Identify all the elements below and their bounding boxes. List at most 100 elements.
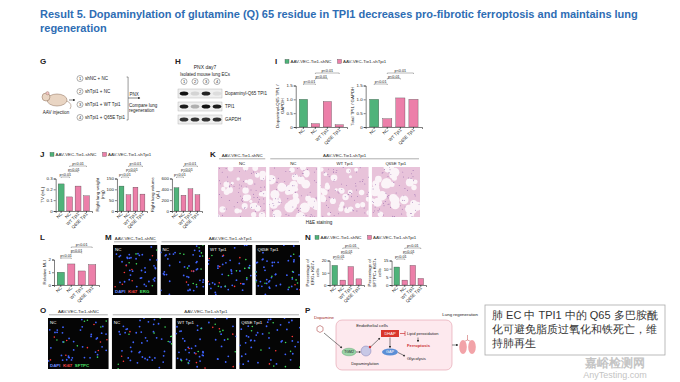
nucleus-dot [284,353,286,355]
proliferation-dot [232,333,234,335]
nucleus-dot [246,279,248,281]
nucleus [245,186,247,188]
nucleus-dot [246,245,248,246]
marker-dot [159,318,161,319]
nucleus [242,197,244,199]
nucleus-dot [189,288,191,290]
x-tick: Q65E Tpi1 [323,127,342,146]
y-tick: 10 [322,271,330,276]
blot-band [180,92,189,96]
bars [299,99,343,127]
nucleus [297,168,299,170]
nucleus-dot [297,341,299,343]
nucleus-dot [61,355,63,357]
marker-dot [249,267,251,269]
nucleus-dot [199,250,201,252]
nucleus-dot [212,282,214,284]
nucleus [258,199,260,201]
nucleus-dot [96,337,98,339]
lane-ring [203,79,209,85]
arrow [418,338,419,342]
nucleus-dot [229,259,231,261]
nucleus-dot [196,366,198,368]
bar [409,99,418,127]
nucleus [393,215,395,217]
marker-dot [245,259,247,261]
label: shNC + NC [85,76,109,81]
nucleus-dot [167,258,169,260]
nucleus [392,215,394,217]
nucleus [333,171,335,173]
tile-label: Q65E Tpi1 [258,247,279,252]
nucleus [356,189,358,191]
x-tick: Q65E Tpi1 [76,285,95,304]
label-line: 持肺再生 [492,337,536,349]
marker-dot [164,326,166,328]
label: PNX [129,92,138,97]
group-header: AAV-VEC-Tie1-shTpi1 [184,309,228,314]
label: PNX day7 [194,64,217,70]
nucleus [258,201,260,203]
alveolus [409,206,417,214]
nucleus [408,177,410,179]
nucleus [401,208,403,210]
nucleus [220,196,222,198]
annotation: p<0.01 [130,162,142,166]
x-tick-label: Q65E Tpi1 [343,285,362,304]
marker-dot [97,356,99,358]
nucleus [271,209,273,211]
nucleus-dot [262,258,264,260]
bar [418,278,424,285]
y-tick: 0.1 [47,198,56,203]
nucleus-dot [288,322,290,324]
nucleus-dot [231,272,233,274]
group-header: AAV-VEC-Tie1-shNC [115,236,156,241]
arrow [356,352,361,353]
group-header: AAV-VEC-Tie1-shNC [58,309,99,314]
y-tick: 0 [166,209,171,214]
nucleus [390,206,392,208]
y-tick-mark [294,99,296,100]
annotation: p<0.01 [119,173,131,177]
label: TPI1 [225,104,235,109]
bar [356,279,362,285]
nucleus-dot [68,356,70,358]
nucleus [328,168,330,170]
panel-j: JAAV-VEC-Tie1-shNCAAV-VEC-Tie1-shTpi1TV … [40,150,203,230]
nucleus [278,201,280,203]
y-tick-mark [294,127,296,128]
nucleus [387,196,389,198]
alveolus [413,179,418,184]
y-tick: 100 [107,187,117,192]
blot-band [202,92,211,96]
nucleus [240,185,242,187]
nucleus [388,172,390,174]
nucleus-dot [208,263,209,265]
marker-dot [170,336,172,338]
nucleus-dot [127,357,129,359]
y-axis: 00.10.20.3 [47,176,57,214]
y-tick-label: 0.5 [287,111,294,116]
nucleus-dot [202,279,204,281]
nucleus [402,199,404,201]
panel-k: KAAV-VEC-Tie1-shNCAAV-VEC-Tie1-shTpi1NCN… [210,150,422,225]
nucleus-dot [148,281,150,283]
nucleus-dot [118,331,120,333]
nucleus [388,167,390,168]
label: 4 [216,79,219,84]
label: Ferroptosis [407,343,431,348]
y-axis-title-line: Relative MLI [42,260,47,284]
nucleus [280,202,282,204]
nucleus [293,176,295,178]
nucleus-dot [197,268,199,270]
y-tick: 10 [384,267,392,272]
nucleus [225,208,227,210]
caption: H&E staining [306,220,333,225]
bars [174,188,200,211]
y-tick-label: 1.0 [357,97,364,102]
nucleus [328,196,330,198]
nucleus-dot [90,336,92,338]
blot-strip [178,89,222,98]
panel-letter: G [40,57,46,66]
nucleus [276,181,278,183]
